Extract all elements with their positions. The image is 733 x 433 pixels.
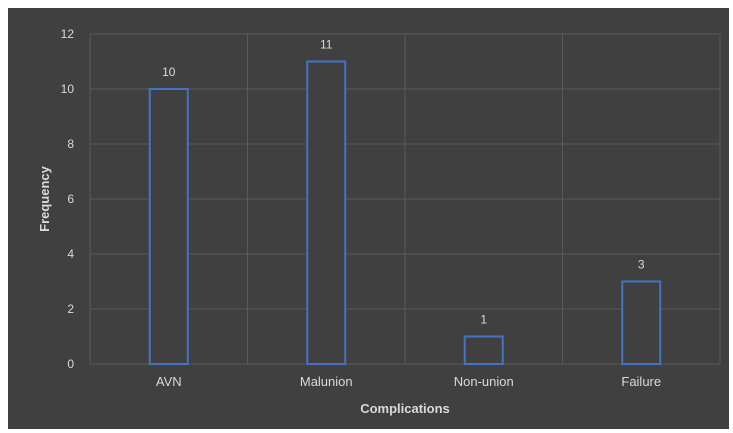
y-tick-label: 2	[67, 302, 74, 316]
bars-layer	[148, 60, 662, 365]
x-tick-label: Non-union	[454, 374, 514, 389]
bar-chart: 0 2 4 6 8 10 12 10 AVN 11 Malunion 1 Non-union 3 Failu…	[37, 27, 721, 416]
data-label: 11	[320, 38, 333, 52]
y-tick-label: 8	[67, 137, 74, 151]
y-tick-label: 6	[67, 192, 74, 206]
y-tick-label: 10	[61, 82, 75, 96]
x-tick-label: AVN	[156, 374, 182, 389]
bar-non-union	[463, 335, 504, 365]
x-tick-label: Failure	[621, 374, 661, 389]
y-axis-title: Frequency	[37, 165, 52, 232]
grid-layer	[89, 33, 721, 365]
y-tick-label: 0	[67, 357, 74, 371]
chart-frame: 0 2 4 6 8 10 12 10 AVN 11 Malunion 1 Non-union 3 Failu…	[8, 8, 729, 429]
y-tick-label: 4	[67, 247, 74, 261]
y-tick-label: 12	[61, 27, 75, 41]
data-label: 10	[162, 65, 176, 79]
bar-failure	[621, 280, 662, 365]
x-axis-title: Complications	[360, 401, 450, 416]
bar-malunion	[306, 60, 347, 365]
x-tick-label: Malunion	[300, 374, 353, 389]
bar-avn	[148, 88, 189, 365]
data-label: 1	[480, 313, 487, 327]
data-label: 3	[638, 258, 645, 272]
labels-layer: 0 2 4 6 8 10 12 10 AVN 11 Malunion 1 Non-union 3 Failu…	[61, 27, 661, 389]
